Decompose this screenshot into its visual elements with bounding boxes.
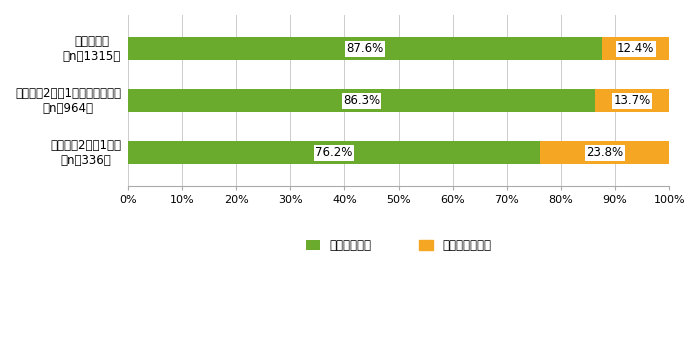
Bar	[128, 141, 540, 164]
Bar	[128, 37, 602, 60]
Text: 23.8%: 23.8%	[586, 146, 623, 159]
Text: 86.3%: 86.3%	[343, 94, 380, 107]
Text: 76.2%: 76.2%	[316, 146, 353, 159]
Bar	[128, 89, 595, 112]
Text: 13.7%: 13.7%	[613, 94, 651, 107]
Bar	[540, 141, 669, 164]
Bar	[602, 37, 669, 60]
Text: 12.4%: 12.4%	[617, 42, 655, 55]
Text: 87.6%: 87.6%	[346, 42, 384, 55]
Legend: 参加している, 参加していない: 参加している, 参加していない	[306, 239, 491, 253]
Bar	[595, 89, 669, 112]
